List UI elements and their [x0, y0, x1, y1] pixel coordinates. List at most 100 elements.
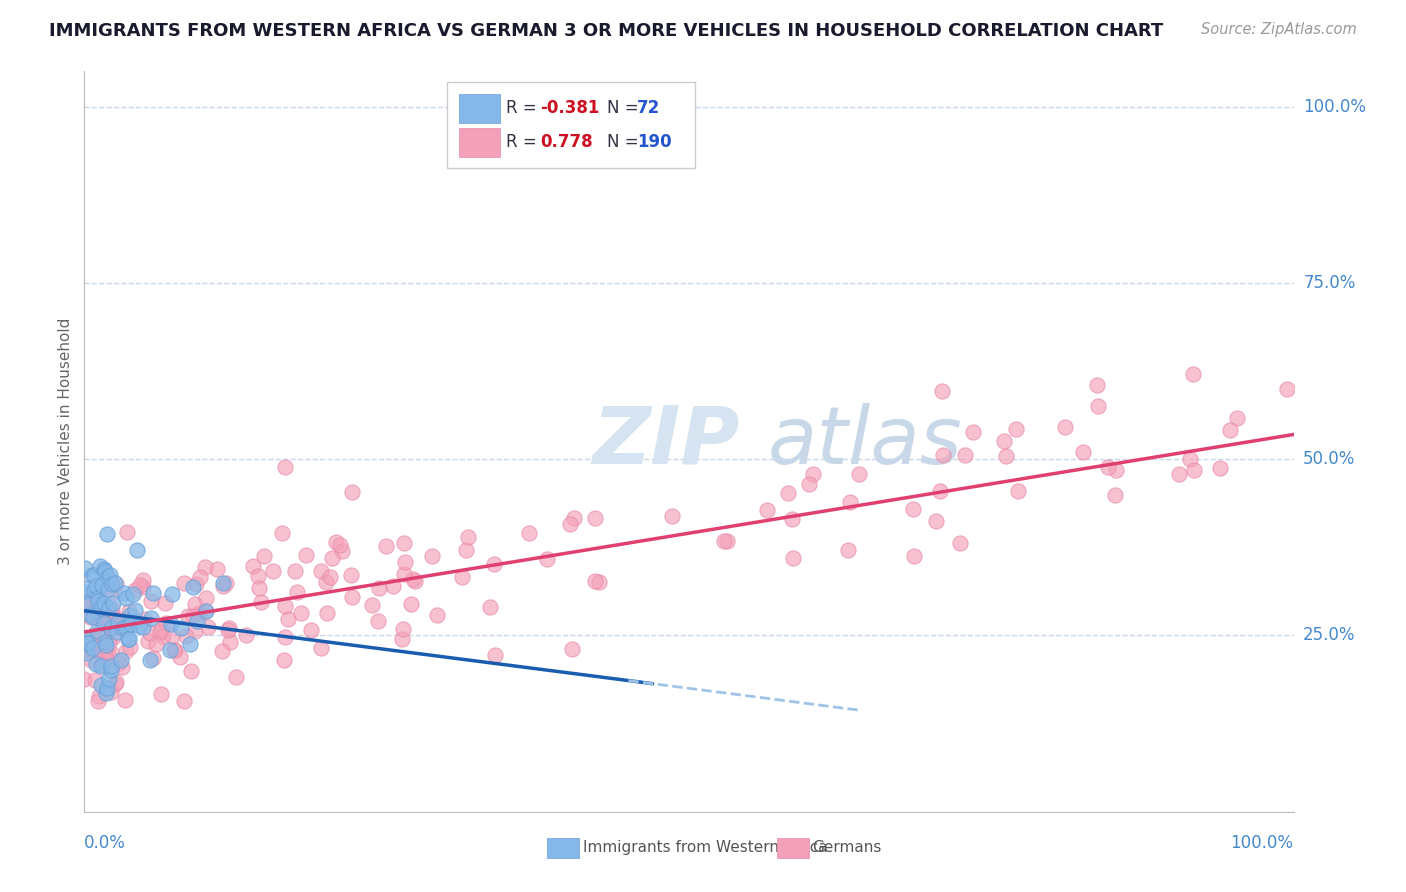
- Point: [1104, 488, 1126, 502]
- Point: [97, 601, 120, 615]
- FancyBboxPatch shape: [460, 128, 501, 156]
- Point: [76, 646, 98, 660]
- Point: [325, 534, 347, 549]
- Point: [80, 567, 103, 582]
- Point: [111, 660, 134, 674]
- Point: [929, 484, 952, 499]
- Point: [94, 653, 117, 667]
- Point: [931, 448, 953, 462]
- Point: [122, 587, 145, 601]
- Point: [149, 625, 172, 640]
- Point: [160, 629, 183, 643]
- Point: [181, 609, 204, 624]
- Point: [211, 644, 233, 658]
- Point: [120, 617, 142, 632]
- Point: [132, 580, 155, 594]
- Point: [104, 576, 127, 591]
- Point: [100, 663, 122, 677]
- Point: [75, 631, 97, 645]
- Point: [98, 673, 121, 687]
- Point: [80, 587, 103, 601]
- Point: [321, 551, 343, 566]
- Point: [225, 670, 247, 684]
- Point: [925, 514, 948, 528]
- Point: [112, 621, 135, 635]
- Point: [84, 657, 107, 671]
- Point: [89, 625, 111, 640]
- Point: [76, 595, 98, 609]
- Point: [153, 596, 176, 610]
- Point: [97, 648, 120, 662]
- Point: [382, 579, 405, 593]
- Point: [392, 622, 415, 636]
- Text: R =: R =: [506, 99, 543, 117]
- Point: [104, 674, 127, 689]
- Point: [107, 615, 129, 629]
- Point: [316, 606, 339, 620]
- Point: [142, 586, 165, 600]
- Point: [129, 578, 152, 592]
- Point: [561, 642, 583, 657]
- Point: [290, 606, 312, 620]
- Point: [127, 543, 149, 558]
- Text: atlas: atlas: [768, 402, 962, 481]
- Point: [277, 612, 299, 626]
- Point: [558, 516, 581, 531]
- Point: [90, 659, 112, 673]
- Point: [114, 693, 136, 707]
- Point: [110, 652, 132, 666]
- Point: [118, 604, 141, 618]
- Point: [98, 567, 121, 582]
- Point: [994, 449, 1017, 463]
- Point: [76, 582, 98, 596]
- Text: 72: 72: [637, 99, 661, 117]
- Point: [1275, 382, 1298, 396]
- Point: [394, 566, 416, 581]
- Point: [152, 629, 174, 643]
- Point: [197, 620, 219, 634]
- Point: [583, 574, 606, 589]
- Point: [94, 565, 117, 579]
- Point: [235, 628, 257, 642]
- Point: [194, 559, 217, 574]
- Point: [949, 536, 972, 550]
- Point: [90, 601, 112, 615]
- Point: [211, 579, 233, 593]
- Point: [588, 574, 610, 589]
- Point: [160, 587, 183, 601]
- FancyBboxPatch shape: [778, 838, 808, 857]
- Point: [136, 634, 159, 648]
- Point: [101, 611, 124, 625]
- Point: [155, 616, 177, 631]
- Text: Germans: Germans: [813, 840, 882, 855]
- Point: [273, 652, 295, 666]
- Point: [179, 637, 201, 651]
- Point: [82, 610, 104, 624]
- Text: 25.0%: 25.0%: [1303, 626, 1355, 644]
- Point: [115, 591, 138, 605]
- Point: [73, 673, 96, 687]
- Point: [181, 580, 204, 594]
- Point: [117, 525, 139, 540]
- Point: [84, 579, 107, 593]
- Point: [838, 495, 860, 509]
- Point: [132, 573, 155, 587]
- Text: 100.0%: 100.0%: [1230, 834, 1294, 852]
- Point: [100, 621, 122, 635]
- Point: [160, 616, 183, 631]
- Point: [848, 467, 870, 481]
- Point: [329, 538, 352, 552]
- Point: [1208, 461, 1230, 475]
- Point: [274, 599, 297, 614]
- Point: [117, 632, 139, 646]
- Point: [80, 643, 103, 657]
- Point: [86, 694, 108, 708]
- Point: [86, 624, 108, 638]
- Point: [1181, 367, 1204, 381]
- Point: [79, 610, 101, 624]
- Point: [118, 632, 141, 647]
- Point: [105, 625, 128, 640]
- Point: [183, 624, 205, 638]
- Point: [100, 646, 122, 660]
- Point: [564, 511, 586, 525]
